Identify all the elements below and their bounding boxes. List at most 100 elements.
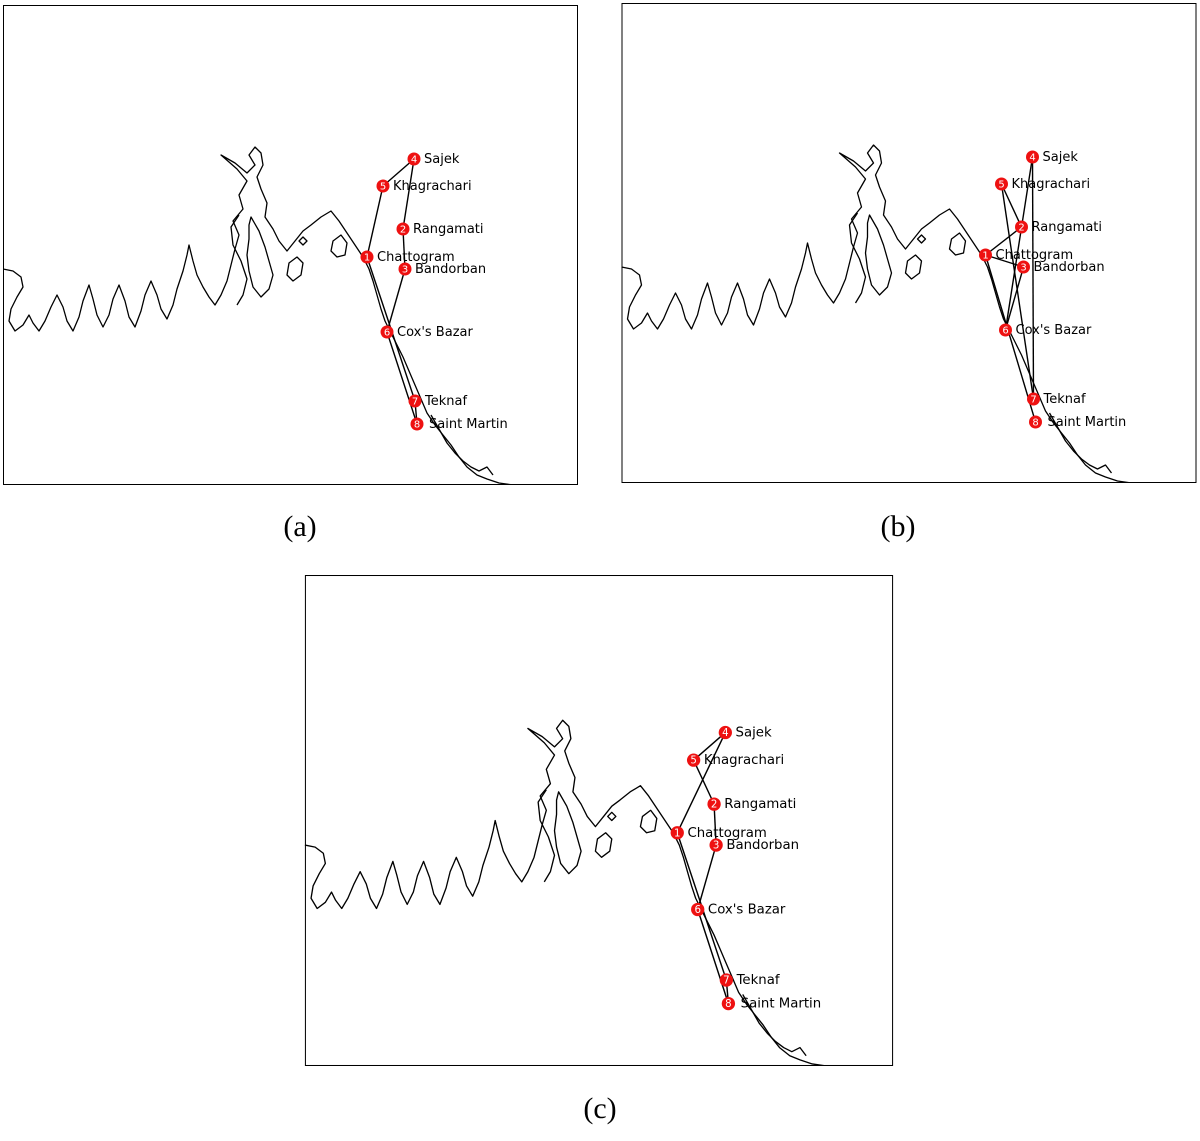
city-marker — [398, 262, 412, 276]
city-node-5: 5 Khagrachari — [376, 179, 472, 194]
route-edge — [693, 731, 726, 761]
city-marker — [408, 394, 422, 408]
coastline — [621, 144, 1132, 483]
coastline-segment — [916, 234, 927, 244]
coastline-segment — [594, 832, 613, 858]
map-panel-c: 1 Chattogram 2 Rangamati 3 Bandorban 4 Sajek 5 Kh… — [304, 575, 894, 1066]
map-frame — [304, 575, 894, 1066]
city-label: Sajek — [424, 152, 460, 167]
coastline-segment — [639, 809, 658, 834]
city-label: Chattogram — [996, 248, 1074, 263]
coastline-segment — [286, 256, 304, 282]
city-marker — [721, 996, 736, 1011]
route-b — [984, 156, 1037, 423]
city-number: 1 — [674, 828, 681, 839]
city-label: Teknaf — [424, 394, 467, 409]
city-marker — [719, 973, 734, 987]
coastline-segment — [246, 216, 274, 298]
city-label: Rangamati — [1032, 220, 1103, 235]
city-node-3: 3 Bandorban — [709, 838, 799, 853]
city-node-2: 2 Rangamati — [707, 797, 796, 812]
coastline — [3, 146, 514, 485]
city-marker — [360, 250, 374, 264]
city-node-5: 5 Khagrachari — [686, 753, 784, 768]
map-panel-a: 1 Chattogram 2 Rangamati 3 Bandorban 4 Sajek 5 Kh… — [3, 5, 578, 485]
city-nodes: 1 Chattogram 2 Rangamati 3 Bandorban 4 Sajek 5 Kh… — [670, 725, 821, 1012]
route-edge — [985, 226, 1022, 256]
city-node-4: 4 Sajek — [718, 725, 772, 741]
route-edge — [1000, 183, 1035, 400]
city-label: Cox's Bazar — [397, 325, 473, 340]
city-label: Khagrachari — [704, 753, 784, 768]
coastline-segment — [848, 212, 867, 304]
city-label: Bandorban — [1034, 260, 1105, 275]
city-marker — [1017, 260, 1030, 274]
city-node-1: 1 Chattogram — [979, 248, 1073, 263]
city-marker — [707, 797, 721, 811]
city-nodes: 1 Chattogram 2 Rangamati 3 Bandorban 4 Sajek 5 Kh… — [979, 150, 1126, 430]
city-node-2: 2 Rangamati — [1015, 220, 1102, 235]
coastline-segment — [537, 789, 556, 883]
route-edge — [386, 268, 406, 333]
coastline-segment — [430, 414, 494, 476]
city-node-8: 8 Saint Martin — [410, 417, 508, 432]
city-node-7: 7 Teknaf — [408, 394, 467, 409]
route-edge — [692, 759, 715, 805]
coastline-segment — [3, 146, 514, 485]
city-node-8: 8 Saint Martin — [721, 996, 821, 1012]
city-node-6: 6 Cox's Bazar — [380, 325, 473, 340]
city-label: Cox's Bazar — [1016, 323, 1092, 338]
city-number: 2 — [400, 225, 406, 236]
coastline-segment — [330, 234, 348, 258]
caption-c: (c) — [583, 1092, 617, 1125]
route-edge — [402, 228, 406, 270]
city-label: Khagrachari — [1012, 177, 1091, 192]
city-number: 8 — [725, 999, 732, 1010]
city-node-4: 4 Sajek — [1026, 150, 1078, 165]
city-node-4: 4 Sajek — [407, 152, 460, 167]
city-number: 7 — [723, 976, 730, 987]
route-edge — [386, 331, 418, 425]
city-label: Saint Martin — [1048, 415, 1127, 430]
city-label: Rangamati — [413, 222, 484, 237]
city-node-6: 6 Cox's Bazar — [691, 903, 786, 918]
coastline-segment — [304, 719, 827, 1066]
route-edge — [402, 158, 415, 230]
city-marker — [718, 725, 732, 740]
city-label: Chattogram — [377, 250, 455, 265]
route-edge — [1031, 156, 1035, 400]
coastline-segment — [1048, 412, 1113, 474]
city-label: Bandorban — [726, 838, 799, 853]
city-label: Sajek — [1043, 150, 1079, 165]
route-edge — [985, 254, 1024, 268]
city-number: 1 — [982, 251, 988, 262]
city-marker — [380, 325, 394, 339]
city-number: 3 — [402, 265, 408, 276]
route-edge — [713, 804, 717, 846]
city-number: 7 — [412, 397, 418, 408]
city-number: 6 — [694, 905, 701, 916]
route-edge — [697, 909, 730, 1004]
city-marker — [1029, 415, 1042, 429]
city-marker — [709, 838, 723, 852]
city-marker — [691, 902, 705, 917]
city-marker — [1015, 220, 1028, 234]
coastline-segment — [230, 214, 248, 306]
map-frame — [3, 5, 578, 485]
city-number: 2 — [711, 800, 718, 811]
city-number: 1 — [364, 253, 370, 264]
city-node-1: 1 Chattogram — [360, 250, 455, 265]
city-marker — [686, 753, 701, 767]
route-edge — [984, 254, 1037, 423]
city-label: Teknaf — [736, 973, 780, 988]
city-marker — [407, 152, 421, 166]
route-a — [366, 158, 418, 425]
city-node-3: 3 Bandorban — [1017, 260, 1105, 275]
city-marker — [1026, 150, 1039, 164]
city-number: 4 — [1029, 153, 1035, 164]
map-panel-b: 1 Chattogram 2 Rangamati 3 Bandorban 4 Sajek 5 Kh… — [621, 3, 1197, 483]
city-label: Sajek — [736, 726, 772, 741]
route-edge — [366, 185, 384, 258]
city-label: Bandorban — [415, 262, 486, 277]
city-label: Rangamati — [724, 797, 796, 812]
